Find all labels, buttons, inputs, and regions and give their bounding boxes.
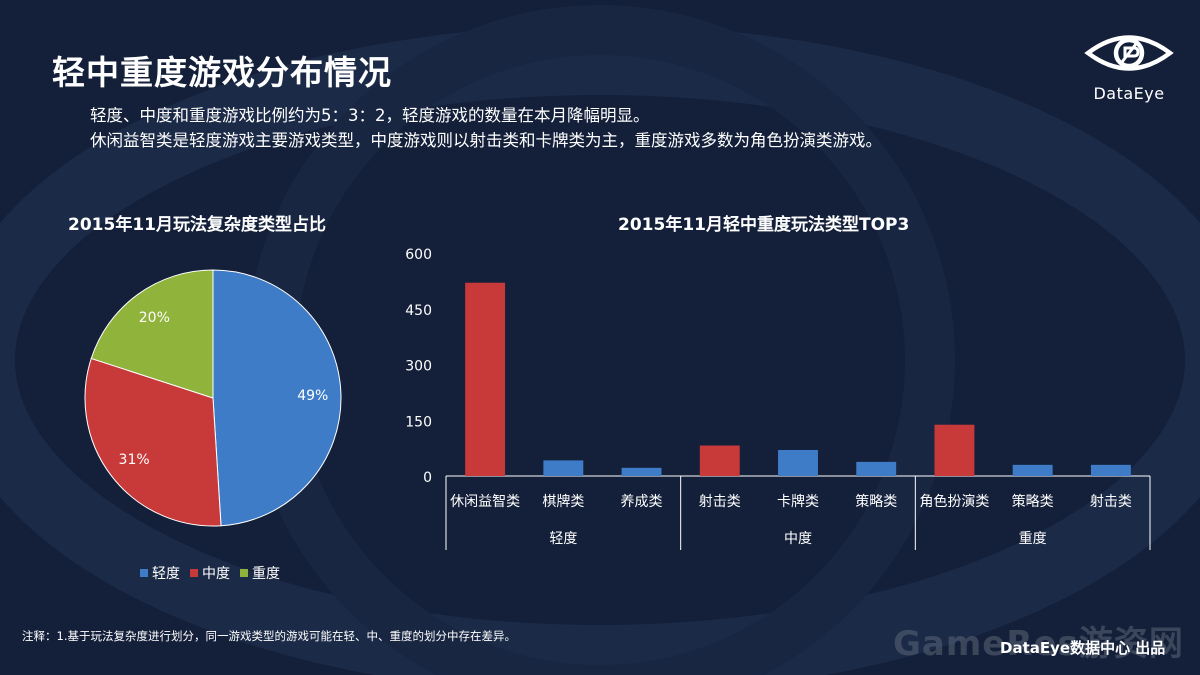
bar-1-1	[778, 449, 818, 476]
pie-slice-light	[212, 269, 342, 527]
bar-2-0	[934, 424, 975, 476]
y-tick-label: 600	[405, 247, 432, 263]
legend-label-light: 轻度	[152, 566, 180, 582]
y-tick-label: 450	[405, 303, 432, 319]
x-category-label: 休闲益智类	[450, 494, 520, 510]
legend-item-light: 轻度	[140, 563, 180, 583]
x-category-label: 策略类	[1012, 493, 1054, 510]
legend-swatch-light	[140, 569, 148, 577]
pie-chart: 49% 31% 20%	[84, 269, 342, 527]
legend-label-heavy: 重度	[252, 566, 280, 582]
description-line-2: 休闲益智类是轻度游戏主要游戏类型，中度游戏则以射击类和卡牌类为主，重度游戏多数为…	[90, 131, 882, 150]
pie-label-medium: 31%	[119, 452, 150, 468]
pie-label-light: 49%	[297, 388, 328, 404]
page-title: 轻中重度游戏分布情况	[52, 53, 392, 92]
dataeye-logo: DataEye	[1084, 30, 1174, 103]
pie-legend: 轻度 中度 重度	[140, 563, 280, 583]
legend-item-medium: 中度	[190, 563, 230, 583]
x-group-label: 重度	[1019, 531, 1047, 547]
bar-1-0	[699, 445, 740, 476]
footer-credit: DataEye数据中心 出品	[1000, 639, 1166, 657]
eye-logo-icon	[1084, 35, 1174, 71]
x-category-label: 射击类	[699, 494, 741, 510]
x-category-label: 射击类	[1090, 494, 1132, 510]
bar-0-0	[465, 282, 506, 476]
x-group-label: 轻度	[549, 531, 577, 547]
pie-chart-title: 2015年11月玩法复杂度类型占比	[68, 215, 326, 235]
legend-swatch-heavy	[240, 569, 248, 577]
bar-2-2	[1090, 464, 1131, 476]
x-category-label: 策略类	[855, 493, 897, 510]
pie-slice-heavy	[90, 269, 214, 399]
legend-label-medium: 中度	[202, 566, 230, 582]
footnote: 注释：1.基于玩法复杂度进行划分，同一游戏类型的游戏可能在轻、中、重度的划分中存…	[22, 629, 516, 643]
x-category-label: 棋牌类	[542, 493, 584, 510]
y-tick-label: 0	[423, 470, 432, 486]
x-group-label: 中度	[784, 531, 812, 547]
pie-label-heavy: 20%	[139, 310, 170, 326]
watermark: GameRes游资网	[893, 624, 1184, 664]
pie-slice-medium	[84, 357, 222, 527]
bar-0-2	[621, 467, 662, 476]
x-category-label: 养成类	[621, 494, 663, 510]
y-tick-label: 150	[405, 414, 432, 430]
bar-0-1	[543, 460, 584, 476]
x-category-label: 角色扮演类	[919, 493, 989, 510]
page-description: 轻度、中度和重度游戏比例约为5：3：2，轻度游戏的数量在本月降幅明显。 休闲益智…	[90, 103, 882, 153]
y-tick-label: 300	[405, 359, 432, 375]
x-category-label: 卡牌类	[777, 493, 819, 510]
bar-2-1	[1012, 464, 1053, 476]
bar-1-2	[856, 461, 897, 476]
legend-item-heavy: 重度	[240, 563, 280, 583]
legend-swatch-medium	[190, 569, 198, 577]
description-line-1: 轻度、中度和重度游戏比例约为5：3：2，轻度游戏的数量在本月降幅明显。	[90, 106, 650, 125]
bar-chart-title: 2015年11月轻中重度玩法类型TOP3	[618, 215, 910, 235]
logo-text: DataEye	[1093, 84, 1165, 103]
